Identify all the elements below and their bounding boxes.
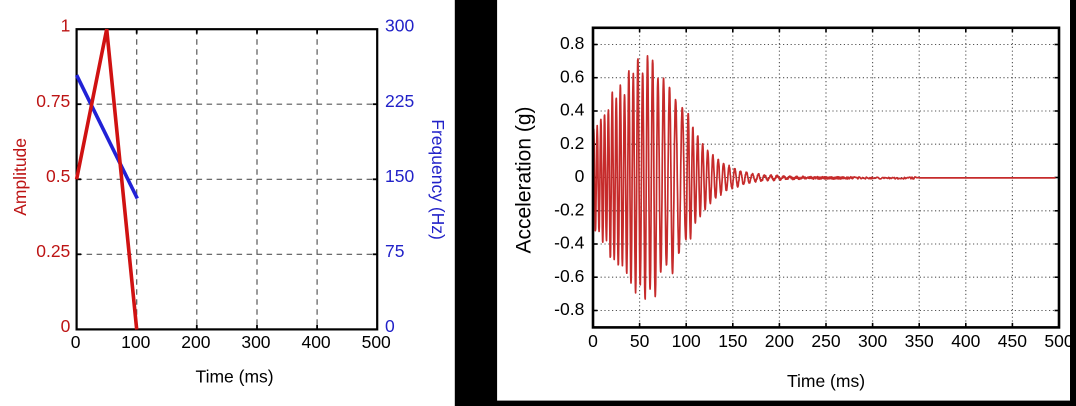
svg-text:200: 200: [181, 332, 210, 352]
svg-text:350: 350: [905, 331, 934, 351]
svg-text:Time (ms): Time (ms): [196, 366, 274, 386]
svg-text:-0.8: -0.8: [554, 299, 584, 319]
svg-text:150: 150: [385, 166, 414, 186]
svg-text:400: 400: [951, 331, 980, 351]
svg-text:0.2: 0.2: [560, 133, 584, 153]
svg-text:0: 0: [575, 166, 585, 186]
svg-text:0.8: 0.8: [560, 33, 584, 53]
svg-text:0: 0: [385, 316, 395, 336]
svg-text:100: 100: [121, 332, 150, 352]
svg-text:100: 100: [672, 331, 701, 351]
svg-text:75: 75: [385, 241, 404, 261]
svg-text:Amplitude: Amplitude: [10, 138, 30, 216]
svg-text:0: 0: [61, 316, 71, 336]
svg-text:Frequency (Hz): Frequency (Hz): [428, 119, 448, 240]
svg-text:-0.6: -0.6: [554, 266, 584, 286]
svg-text:300: 300: [858, 331, 887, 351]
svg-text:-0.2: -0.2: [554, 199, 584, 219]
svg-text:0.25: 0.25: [36, 241, 70, 261]
svg-text:500: 500: [362, 332, 391, 352]
svg-text:50: 50: [630, 331, 650, 351]
svg-text:250: 250: [811, 331, 840, 351]
svg-text:Acceleration (g): Acceleration (g): [513, 106, 536, 253]
svg-text:200: 200: [765, 331, 794, 351]
svg-text:0.5: 0.5: [46, 166, 70, 186]
svg-text:150: 150: [718, 331, 747, 351]
svg-text:450: 450: [998, 331, 1027, 351]
svg-text:0: 0: [588, 331, 598, 351]
svg-text:0: 0: [71, 332, 81, 352]
svg-text:400: 400: [301, 332, 330, 352]
svg-text:300: 300: [385, 16, 414, 36]
svg-text:Time (ms): Time (ms): [787, 371, 865, 391]
svg-text:-0.4: -0.4: [554, 233, 584, 253]
svg-text:0.4: 0.4: [560, 100, 585, 120]
svg-text:0.75: 0.75: [36, 91, 70, 111]
svg-text:225: 225: [385, 91, 414, 111]
svg-text:0.6: 0.6: [560, 66, 584, 86]
svg-text:500: 500: [1044, 331, 1073, 351]
svg-text:300: 300: [241, 332, 270, 352]
svg-text:1: 1: [61, 16, 71, 36]
